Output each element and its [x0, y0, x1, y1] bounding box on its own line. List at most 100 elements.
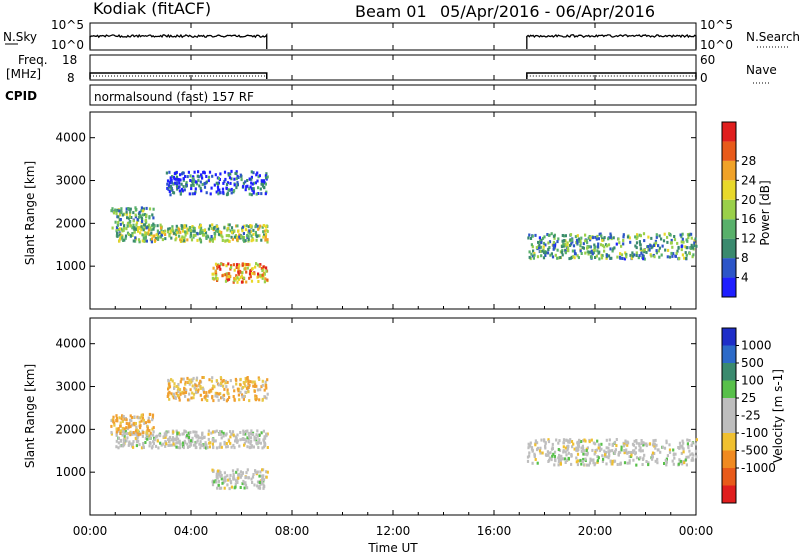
- echo-cell: [120, 207, 123, 211]
- echo-cell: [211, 276, 214, 280]
- echo-cell: [134, 429, 138, 433]
- echo-cell: [222, 379, 225, 382]
- echo-cell: [182, 185, 185, 189]
- echo-cell: [183, 188, 186, 192]
- echo-cell: [541, 249, 544, 253]
- echo-cell: [566, 241, 569, 245]
- echo-cell: [177, 446, 180, 450]
- echo-cell: [607, 456, 610, 460]
- echo-cell: [135, 425, 138, 429]
- echo-cell: [594, 442, 597, 446]
- echo-cell: [193, 226, 196, 230]
- echo-cell: [251, 380, 254, 384]
- echo-cell: [245, 386, 249, 390]
- echo-cell: [183, 387, 186, 391]
- echo-cell: [169, 176, 172, 180]
- echo-cell: [252, 191, 255, 195]
- echo-cell: [183, 236, 186, 240]
- echo-cell: [641, 463, 644, 466]
- echo-cell: [142, 431, 145, 435]
- echo-cell: [258, 474, 261, 478]
- echo-cell: [251, 481, 254, 484]
- echo-cell: [597, 237, 600, 241]
- ytick-label-1000: 1000: [55, 465, 86, 479]
- echo-cell: [216, 391, 219, 395]
- echo-cell: [547, 453, 550, 457]
- echo-cell: [591, 236, 594, 240]
- echo-cell: [167, 378, 170, 382]
- echo-cell: [531, 254, 534, 258]
- echo-cell: [611, 462, 614, 466]
- echo-cell: [159, 441, 162, 445]
- echo-cell: [237, 229, 240, 233]
- echo-cell: [178, 234, 181, 238]
- ytick-label-3000: 3000: [55, 174, 86, 188]
- echo-cell: [534, 439, 537, 443]
- echo-cell: [250, 175, 253, 179]
- echo-cell: [198, 381, 201, 385]
- echo-cell: [230, 445, 233, 449]
- echo-cell: [190, 179, 194, 183]
- echo-cell: [254, 265, 257, 269]
- echo-cell: [265, 269, 268, 273]
- echo-cell: [242, 431, 245, 435]
- echo-cell: [673, 235, 676, 238]
- echo-cell: [260, 480, 263, 484]
- echo-cell: [638, 254, 641, 258]
- echo-cell: [134, 227, 137, 231]
- echo-cell: [261, 183, 264, 186]
- echo-cell: [680, 235, 683, 239]
- echo-cell: [222, 478, 226, 482]
- echo-cell: [199, 446, 202, 450]
- echo-cell: [557, 256, 560, 260]
- echo-cell: [236, 387, 239, 391]
- echo-cell: [536, 255, 540, 259]
- echo-cell: [211, 396, 214, 400]
- echo-cell: [153, 234, 156, 238]
- echo-cell: [134, 436, 137, 440]
- echo-cell: [620, 253, 624, 257]
- echo-cell: [620, 448, 623, 452]
- echo-cell: [166, 395, 169, 398]
- echo-cell: [607, 450, 610, 454]
- echo-cell: [557, 460, 560, 464]
- echo-cell: [143, 213, 147, 217]
- echo-cell: [142, 209, 145, 213]
- echo-cell: [250, 170, 253, 174]
- echo-cell: [615, 242, 618, 246]
- echo-cell: [253, 272, 256, 276]
- echo-cell: [670, 241, 673, 245]
- echo-cell: [119, 439, 122, 443]
- echo-cell: [654, 446, 657, 450]
- echo-cell: [527, 236, 530, 240]
- echo-cell: [144, 219, 147, 223]
- echo-cell: [242, 432, 245, 436]
- echo-cell: [212, 430, 215, 434]
- echo-cell: [250, 239, 253, 243]
- echo-cell: [217, 232, 221, 236]
- echo-cell: [239, 470, 242, 474]
- echo-cell: [170, 178, 173, 182]
- echo-cell: [642, 441, 645, 445]
- echo-cell: [238, 233, 241, 237]
- echo-cell: [550, 447, 554, 451]
- echo-cell: [239, 173, 242, 177]
- echo-cell: [259, 388, 262, 392]
- echo-cell: [173, 231, 176, 235]
- freq-tick-top: 18: [62, 53, 77, 67]
- echo-cell: [577, 239, 580, 243]
- echo-cell: [228, 275, 231, 279]
- echo-cell: [191, 436, 194, 440]
- echo-cell: [217, 483, 220, 487]
- echo-cell: [625, 448, 628, 452]
- echo-cell: [576, 241, 579, 245]
- echo-cell: [617, 453, 620, 457]
- echo-cell: [174, 238, 177, 242]
- echo-cell: [137, 439, 140, 443]
- echo-cell: [213, 225, 216, 229]
- echo-cell: [150, 233, 153, 237]
- echo-cell: [117, 428, 120, 432]
- echo-cell: [155, 434, 159, 438]
- echo-cell: [226, 398, 229, 402]
